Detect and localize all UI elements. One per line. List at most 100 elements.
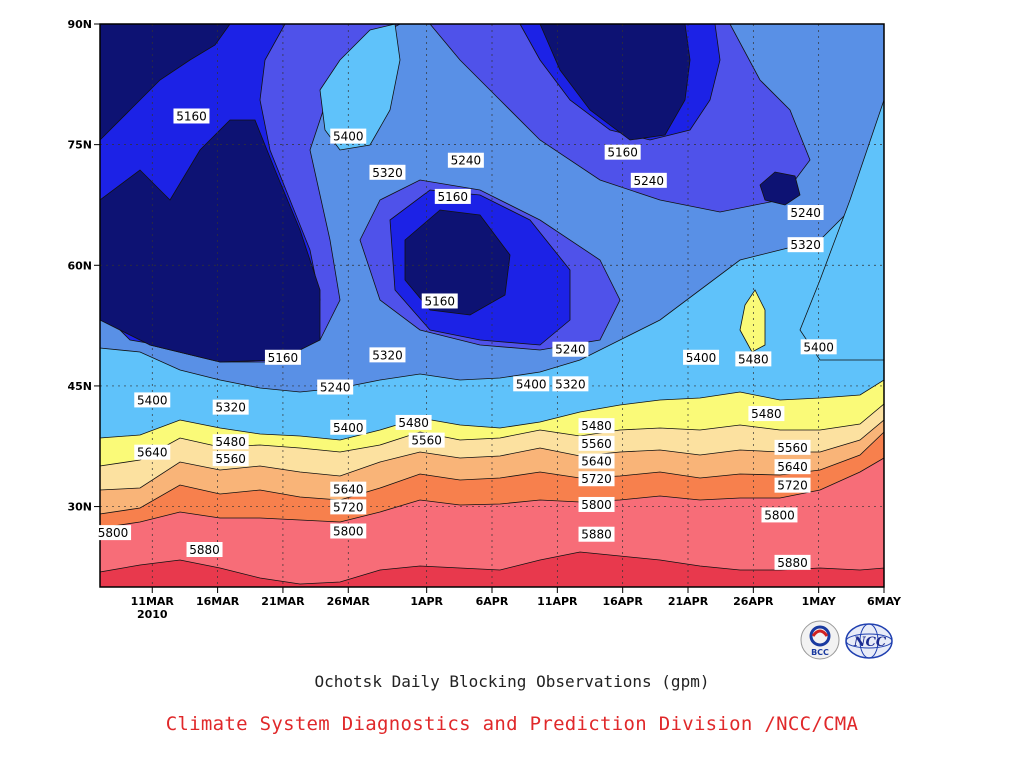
tick-label-x: 16MAR [196,595,240,608]
contour-label-text: 5800 [764,508,795,522]
contour-label-text: 5320 [555,377,586,391]
band-5080-corner [99,23,231,141]
contour-label: 5320 [787,237,824,253]
contour-label-text: 5160 [424,294,455,308]
contour-label-bg [735,351,772,367]
contour-label-bg [774,477,811,493]
contour-labels: 5160 5400 5320 5240 5160 5160 5160 5240 5240 5320… [95,108,837,570]
contour-label-bg [774,459,811,475]
contour-label-bg [761,507,798,523]
contour-label: 5400 [330,128,367,144]
contour-label-bg [264,349,301,365]
contour-label: 5880 [186,542,223,558]
contour-label-text: 5240 [790,206,821,220]
contour-label: 5880 [578,526,615,542]
contour-label-text: 5880 [777,556,808,570]
contour-label-text: 5320 [372,348,403,362]
contour-label-bg [552,341,589,357]
tick-label-x: 11MAR [131,595,175,608]
contour-label-text: 5160 [176,109,207,123]
contour-label-bg [317,379,354,395]
contour-label: 5320 [369,347,406,363]
contour-label-bg [395,414,432,430]
contour-label-text: 5160 [268,351,299,365]
contour-label: 5400 [683,349,720,365]
contour-label-text: 5480 [398,416,429,430]
tick-label-y: 30N [67,501,92,514]
contour-label-text: 5640 [137,446,168,460]
contour-label-text: 5400 [686,351,717,365]
contour-label-bg [408,432,445,448]
contour-label: 5320 [552,376,589,392]
tick-label-x: 11APR [537,595,578,608]
chart-title: Ochotsk Daily Blocking Observations (gpm… [314,672,710,691]
contour-label: 5720 [774,477,811,493]
contour-label-text: 5800 [98,526,129,540]
contour-label-text: 5480 [751,407,782,421]
contour-label: 5640 [134,444,171,460]
contour-label-bg [578,435,615,451]
contour-label: 5240 [317,379,354,395]
contour-label: 5480 [735,351,772,367]
contour-label: 5480 [395,414,432,430]
tick-label-x: 21MAR [261,595,305,608]
contour-label-bg [330,523,367,539]
contour-label: 5160 [604,144,641,160]
contour-label-bg [95,525,132,541]
contour-label: 5400 [800,339,837,355]
contour-label-text: 5320 [372,166,403,180]
band-5080-mid [404,209,511,316]
contour-label-bg [134,444,171,460]
contour-label-bg [800,339,837,355]
contour-label-bg [513,376,550,392]
contour-label: 5400 [134,392,171,408]
contour-label-bg [369,347,406,363]
contour-label-text: 5320 [790,238,821,252]
contour-label: 5640 [330,481,367,497]
contour-label-text: 5800 [581,498,612,512]
band-5080-west [99,24,321,363]
contour-label: 5800 [761,507,798,523]
tick-label-x: 6APR [476,595,509,608]
contour-label-bg [578,526,615,542]
tick-label-y: 60N [67,259,92,272]
contour-label: 5240 [787,205,824,221]
grid-lines [100,23,885,587]
svg-text:NCC: NCC [853,635,887,650]
tick-label-y: 75N [67,139,92,152]
contour-label: 5480 [748,406,785,422]
contour-label-bg [774,554,811,570]
svg-text:BCC: BCC [811,648,829,657]
contour-label-text: 5560 [411,434,442,448]
contour-label-bg [330,128,367,144]
contour-label: 5160 [434,188,471,204]
contour-label: 5240 [630,172,667,188]
contour-label: 5560 [212,451,249,467]
contour-label-bg [578,496,615,512]
contour-label-text: 5560 [215,452,246,466]
tick-label-x: 1APR [410,595,443,608]
contour-label-bg [578,471,615,487]
contour-label-text: 5560 [581,437,612,451]
contour-label: 5240 [552,341,589,357]
credit-line: Climate System Diagnostics and Predictio… [165,713,859,735]
contour-label: 5560 [774,439,811,455]
ncc-logo: NCC [844,622,894,664]
tick-label-x: 21APR [668,595,709,608]
contour-label-bg [787,205,824,221]
contour-label: 5480 [212,434,249,450]
contour-label-bg [774,439,811,455]
contour-label: 5800 [330,523,367,539]
contour-label-bg [212,451,249,467]
contour-label-text: 5160 [607,146,638,160]
tick-label-x: 16APR [602,595,643,608]
contour-label-bg [369,164,406,180]
contour-label-text: 5240 [320,381,351,395]
axis-ticks: 11MAR 16MAR 21MAR 26MAR 1APR 6APR 11APR 16APR 21… [67,18,902,621]
tick-label-x: 26APR [733,595,774,608]
contour-label-bg [134,392,171,408]
contour-label-text: 5240 [634,174,665,188]
contour-label: 5560 [408,432,445,448]
contour-label: 5320 [369,164,406,180]
contour-label: 5160 [421,293,458,309]
